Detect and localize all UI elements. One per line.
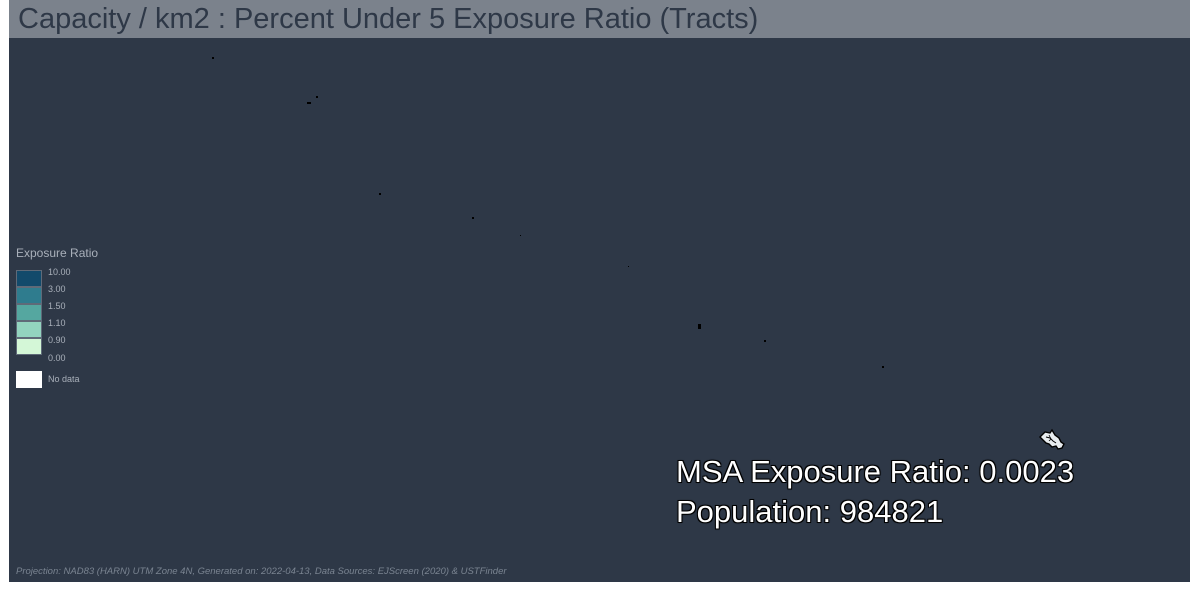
legend-swatch bbox=[16, 304, 42, 321]
map-footer-credits: Projection: NAD83 (HARN) UTM Zone 4N, Ge… bbox=[16, 566, 507, 577]
island-speck bbox=[316, 96, 318, 98]
island-speck bbox=[379, 193, 381, 195]
legend-swatch bbox=[16, 270, 42, 287]
island-speck bbox=[212, 57, 214, 59]
legend-swatch bbox=[16, 287, 42, 304]
legend-label: 10.00 bbox=[48, 267, 71, 277]
legend-swatch bbox=[16, 321, 42, 338]
legend-label: 0.90 bbox=[48, 335, 66, 345]
msa-exposure-ratio: MSA Exposure Ratio: 0.0023 bbox=[676, 454, 1075, 489]
oahu-island-shape bbox=[1039, 428, 1065, 450]
legend-no-data-swatch bbox=[16, 371, 42, 388]
island-speck bbox=[520, 235, 521, 236]
msa-population: Population: 984821 bbox=[676, 494, 944, 529]
island-speck bbox=[307, 102, 311, 104]
map-title: Capacity / km2 : Percent Under 5 Exposur… bbox=[18, 3, 759, 35]
island-speck bbox=[472, 217, 474, 219]
map-panel: Capacity / km2 : Percent Under 5 Exposur… bbox=[9, 0, 1190, 582]
legend-no-data-label: No data bbox=[48, 374, 80, 384]
title-bar: Capacity / km2 : Percent Under 5 Exposur… bbox=[9, 0, 1190, 38]
legend-label: 1.50 bbox=[48, 301, 66, 311]
island-speck bbox=[628, 266, 629, 267]
island-speck bbox=[764, 340, 766, 342]
legend-label: 3.00 bbox=[48, 284, 66, 294]
island-speck bbox=[882, 366, 884, 368]
legend-title: Exposure Ratio bbox=[16, 246, 99, 260]
msa-stats: MSA Exposure Ratio: 0.0023 Population: 9… bbox=[676, 452, 1074, 532]
legend-swatch bbox=[16, 338, 42, 355]
island-speck bbox=[698, 324, 701, 329]
legend-label: 0.00 bbox=[48, 353, 66, 363]
legend-label: 1.10 bbox=[48, 318, 66, 328]
